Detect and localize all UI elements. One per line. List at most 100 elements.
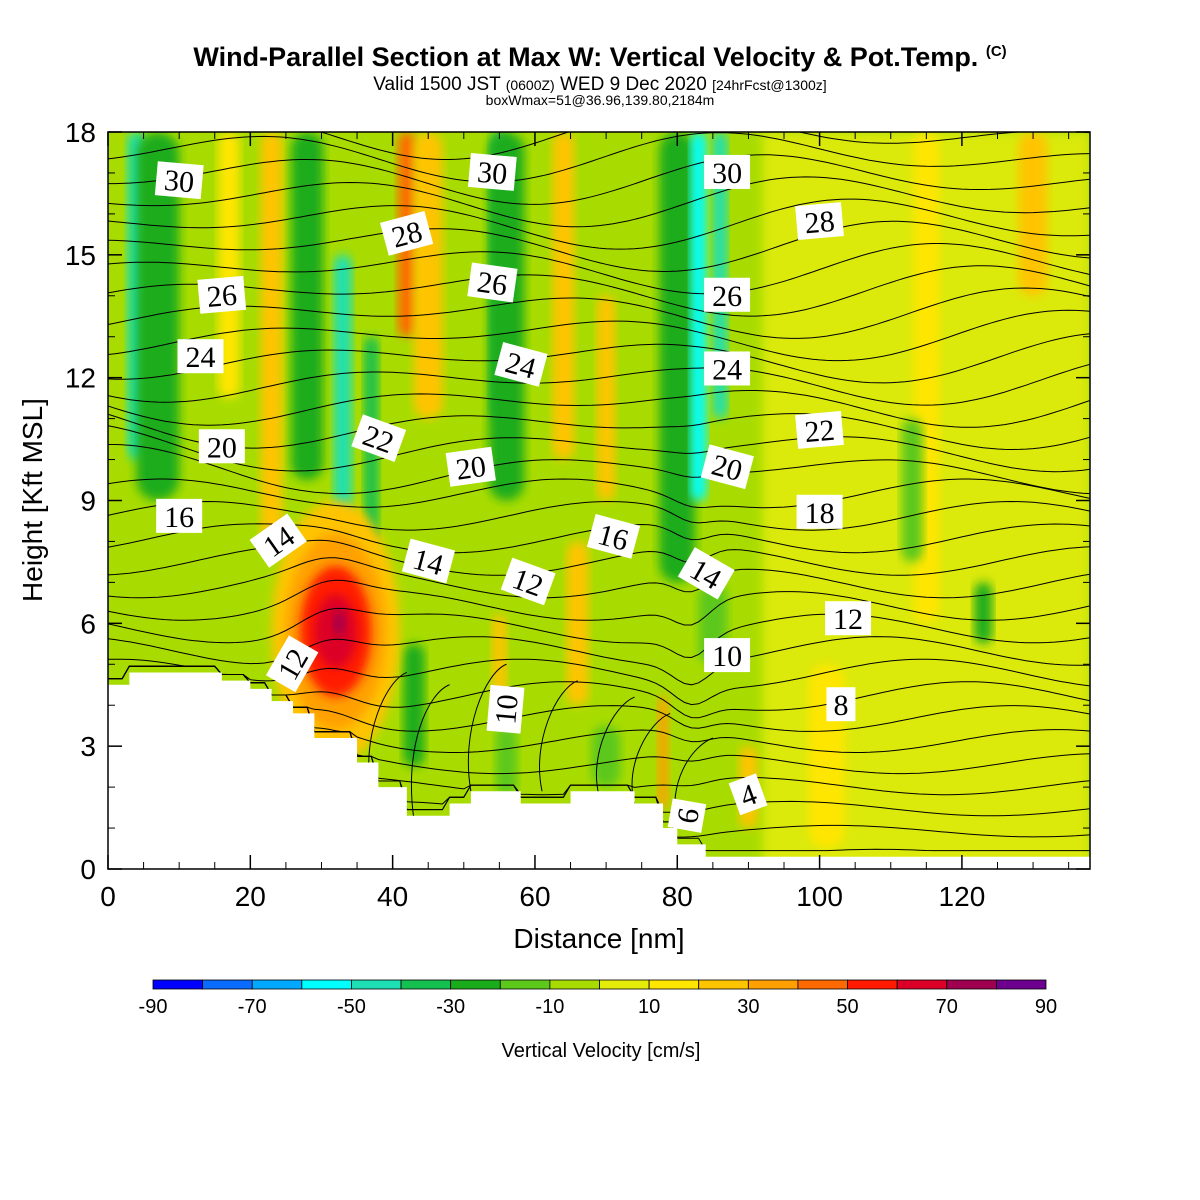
contour-label: 20 bbox=[198, 429, 245, 464]
theta-isentrope bbox=[319, 132, 1090, 160]
contour-label: 30 bbox=[154, 161, 204, 199]
theta-isentrope bbox=[108, 198, 1090, 250]
colorbar-swatch bbox=[152, 979, 204, 990]
contour-label-box bbox=[826, 687, 856, 722]
colorbar-swatch bbox=[450, 979, 501, 990]
contour-label: 16 bbox=[156, 498, 203, 534]
contour-label-text: 26 bbox=[206, 279, 239, 314]
contour-label: 28 bbox=[379, 211, 434, 256]
theta-isentrope bbox=[108, 220, 1090, 273]
theta-isentrope bbox=[108, 363, 1090, 406]
contour-label-box bbox=[795, 202, 844, 241]
contour-label: 10 bbox=[486, 684, 525, 734]
theta-isentrope bbox=[108, 579, 1090, 626]
velocity-feature bbox=[690, 132, 707, 501]
velocity-feature bbox=[552, 132, 575, 460]
chart-title: Wind-Parallel Section at Max W: Vertical… bbox=[0, 42, 1200, 73]
contour-label: 20 bbox=[445, 446, 496, 487]
contour-label-box bbox=[156, 498, 203, 533]
contour-label-text: 24 bbox=[712, 353, 742, 386]
colorbar-swatch bbox=[549, 979, 600, 990]
contour-label-text: 8 bbox=[833, 689, 848, 722]
theta-isentrope bbox=[108, 444, 1090, 495]
colorbar-tick-label: -30 bbox=[436, 996, 465, 1018]
colorbar-tick-label: 70 bbox=[936, 996, 958, 1018]
contour-label-box bbox=[467, 153, 517, 191]
colorbar-swatch bbox=[747, 979, 799, 990]
contour-label-box bbox=[795, 410, 844, 449]
contour-label-box bbox=[704, 277, 751, 312]
velocity-feature bbox=[657, 697, 669, 808]
x-axis-label: Distance [nm] bbox=[513, 923, 684, 954]
velocity-feature bbox=[566, 541, 589, 706]
x-tick-label: 60 bbox=[519, 881, 550, 912]
terrain-mask bbox=[108, 672, 1095, 871]
contour-label-text: 30 bbox=[476, 156, 509, 191]
contour-label-box bbox=[704, 638, 751, 673]
contour-label-text: 20 bbox=[454, 450, 488, 487]
x-tick-label: 120 bbox=[939, 881, 986, 912]
velocity-feature bbox=[413, 132, 443, 419]
theta-isentrope bbox=[539, 680, 578, 792]
contour-label-box bbox=[265, 635, 319, 693]
velocity-feature bbox=[1018, 132, 1048, 296]
valid-date: WED 9 Dec 2020 bbox=[560, 74, 707, 95]
colorbar-tick-label: -90 bbox=[139, 996, 168, 1018]
theta-isentrope bbox=[108, 413, 1090, 451]
colorbar-swatch bbox=[698, 979, 749, 990]
colorbar-tick-label: 50 bbox=[836, 996, 858, 1018]
contour-label: 28 bbox=[795, 202, 844, 241]
colorbar-tick-label: -70 bbox=[238, 996, 267, 1018]
contour-label: 24 bbox=[494, 342, 548, 387]
contour-label-box bbox=[586, 514, 641, 559]
contour-label-box bbox=[500, 557, 556, 606]
colorbar-swatch bbox=[648, 979, 700, 990]
contour-label-text: 18 bbox=[805, 497, 835, 530]
theta-isentrope bbox=[108, 132, 1090, 183]
theta-isentrope bbox=[108, 309, 1090, 362]
contour-label-text: 24 bbox=[186, 341, 216, 374]
valid-time: Valid 1500 JST bbox=[373, 74, 501, 95]
y-tick-label: 12 bbox=[65, 363, 96, 394]
velocity-feature bbox=[597, 295, 616, 501]
x-tick-label: 100 bbox=[796, 881, 843, 912]
contour-label-box bbox=[494, 342, 548, 387]
contour-label-text: 30 bbox=[163, 164, 196, 199]
colorbar-tick-label: 10 bbox=[638, 996, 660, 1018]
contour-label-text: 26 bbox=[712, 280, 742, 313]
theta-isentrope bbox=[108, 478, 1090, 509]
colorbar-swatch bbox=[847, 979, 898, 990]
theta-isentrope bbox=[108, 557, 1090, 599]
theta-isentrope bbox=[108, 265, 1090, 317]
contour-label-box bbox=[667, 798, 707, 833]
colorbar-swatch bbox=[599, 979, 650, 990]
colorbar-tick-label: -50 bbox=[337, 996, 366, 1018]
velocity-feature bbox=[495, 725, 518, 796]
x-tick-label: 20 bbox=[235, 881, 266, 912]
contour-label-box bbox=[379, 211, 434, 256]
colorbar-swatch bbox=[946, 979, 997, 990]
y-tick-label: 9 bbox=[80, 486, 96, 517]
y-axis-label: Height [Kft MSL] bbox=[17, 398, 48, 602]
velocity-feature bbox=[712, 132, 728, 419]
velocity-feature bbox=[591, 725, 621, 788]
valid-utc: (0600Z) bbox=[505, 77, 555, 93]
contour-label-text: 6 bbox=[671, 806, 706, 827]
theta-isentrope bbox=[108, 333, 1090, 384]
colorbar-swatch bbox=[301, 979, 352, 990]
contour-label-box bbox=[351, 414, 407, 462]
theta-isentrope bbox=[108, 176, 1090, 228]
chart-title-text: Wind-Parallel Section at Max W: Vertical… bbox=[193, 42, 979, 72]
contour-label-box bbox=[825, 601, 872, 636]
contour-label-text: 12 bbox=[833, 603, 863, 636]
contour-label: 12 bbox=[825, 601, 872, 636]
contour-label-box bbox=[198, 429, 245, 464]
velocity-feature bbox=[333, 254, 352, 521]
x-tick-label: 40 bbox=[377, 881, 408, 912]
theta-isentrope bbox=[595, 696, 635, 796]
theta-isentrope bbox=[108, 154, 1090, 205]
contour-label: 26 bbox=[467, 262, 518, 303]
contour-label-box bbox=[796, 494, 843, 529]
theta-isentrope bbox=[467, 663, 507, 792]
contour-label: 6 bbox=[667, 798, 707, 833]
